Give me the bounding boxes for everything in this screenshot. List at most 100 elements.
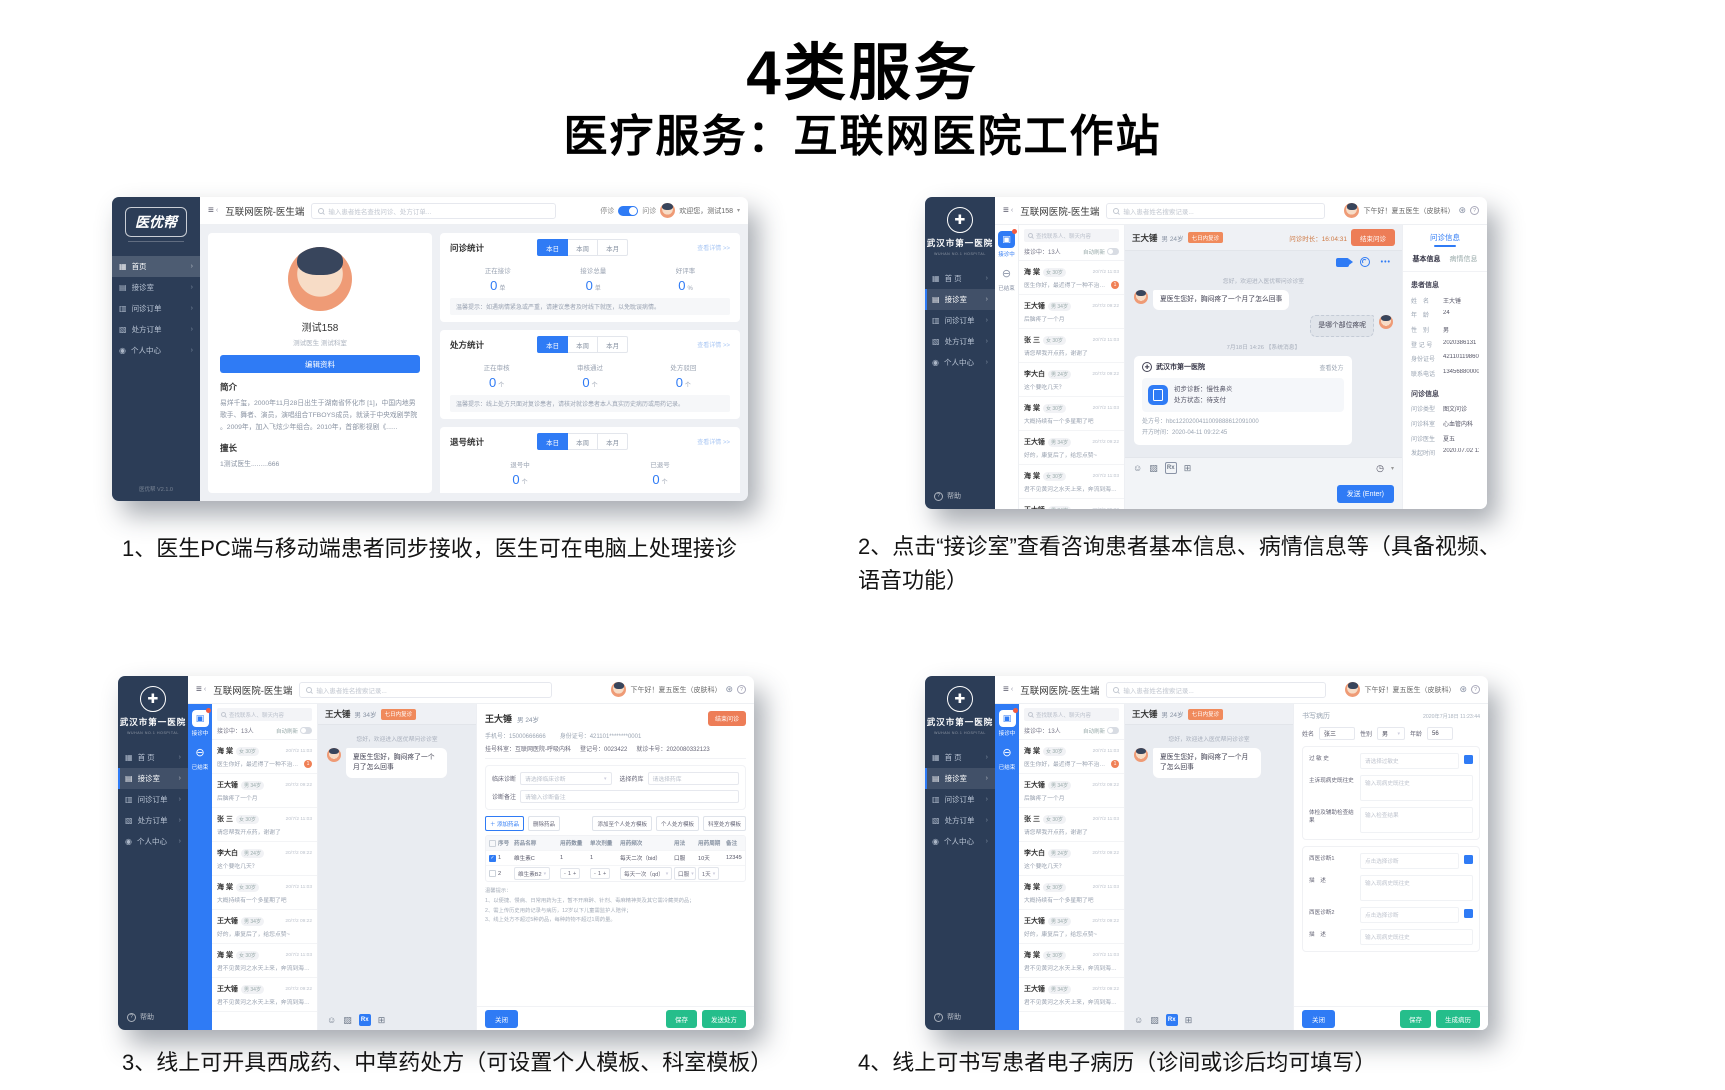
save-button[interactable]: 保存 (1400, 1009, 1431, 1028)
department-template-button[interactable]: 科室处方模板 (702, 816, 746, 831)
active-sessions-icon[interactable]: ▣ (191, 708, 211, 727)
save-button[interactable]: 保存 (666, 1009, 697, 1028)
period-tab[interactable]: 本日 (537, 239, 569, 256)
row-checkbox[interactable] (489, 870, 496, 877)
stepper-plus[interactable]: + (573, 870, 577, 877)
description1-textarea[interactable]: 输入现病史既往史 (1360, 875, 1473, 901)
auto-refresh-toggle[interactable] (1107, 727, 1119, 734)
help-icon[interactable]: ? (1471, 685, 1480, 694)
patient-list-item[interactable]: 李大白男 24岁 20/7/2 09:22 这个要吃几天？ (1019, 363, 1124, 397)
tab-condition-info[interactable]: 病情信息 (1449, 256, 1478, 263)
drug-select[interactable]: 1天 ▾ (698, 867, 720, 880)
search-input[interactable]: 输入患者姓名搜索记录... (1106, 681, 1326, 698)
drug-select[interactable]: 口服 ▾ (674, 867, 696, 880)
period-tab[interactable]: 本月 (598, 336, 629, 353)
patient-search-input[interactable]: 查找联系人、聊天内容 (1024, 229, 1119, 242)
personal-template-button[interactable]: 个人处方模板 (655, 816, 699, 831)
active-sessions-icon[interactable]: ▣ (998, 229, 1017, 248)
patient-list-item[interactable]: 张 三女 30岁 20/7/2 11:03 请您帮我开点药，谢谢了 (1019, 329, 1124, 363)
history-textarea[interactable]: 输入现病史既往史 (1360, 775, 1473, 801)
sidebar-menu-item[interactable]: ▥ 问诊订单 › (925, 310, 995, 331)
drug-select[interactable]: 每天一次（qd） ▾ (620, 867, 672, 880)
sidebar-menu-item[interactable]: ▧ 处方订单 › (925, 331, 995, 352)
patient-list-item[interactable]: 王大锤男 34岁 20/7/2 09:22 后脑疼了一个月 (1019, 295, 1124, 329)
period-tab[interactable]: 本周 (568, 433, 599, 450)
emoji-icon[interactable]: ☺ (1133, 463, 1143, 473)
diagnosis2-select[interactable]: 点击选择诊断 (1360, 907, 1459, 923)
menu-toggle-icon[interactable]: ≡ (208, 205, 214, 216)
diagnosis1-picker-button[interactable] (1464, 855, 1473, 864)
video-call-icon[interactable] (1335, 257, 1353, 267)
image-icon[interactable]: ▨ (343, 1014, 352, 1025)
tab-basic-info[interactable]: 基本信息 (1412, 256, 1441, 263)
sidebar-menu-item[interactable]: ▦ 首 页 › (118, 747, 188, 768)
info-panel-tab[interactable]: 问诊信息 (1403, 225, 1487, 247)
patient-list-item[interactable]: 李大白男 24岁 20/7/2 09:22 这个要吃几天？ (1019, 842, 1124, 876)
patient-list-item[interactable]: 海 棠女 30岁 20/7/2 11:03 医生你好，最近得了一种不治症... 1 (1019, 740, 1124, 774)
patient-list-item[interactable]: 海 棠女 30岁 20/7/2 11:03 大概持续有一个多星期了吧 (1019, 397, 1124, 431)
prescription-icon[interactable]: Rx (1165, 1014, 1178, 1026)
sidebar-menu-item[interactable]: ▤ 接诊室 › (925, 768, 995, 789)
welcome-text[interactable]: 欢迎您，测试158 (679, 207, 733, 215)
stepper-minus[interactable]: - (564, 870, 566, 877)
search-input[interactable]: 输入患者姓名查找问诊、处方订单... (311, 202, 557, 219)
drug-select[interactable]: 维生素B2 ▾ (514, 867, 551, 880)
finished-sessions-icon[interactable]: ⊖ (1002, 747, 1012, 759)
help-icon[interactable]: ? (737, 685, 746, 694)
patient-list-item[interactable]: 海 棠女 30岁 20/7/2 11:03 医生你好，最近得了一种不治症... 1 (212, 740, 317, 774)
image-icon[interactable]: ▨ (1150, 1014, 1159, 1025)
sidebar-menu-item[interactable]: ◉ 个人中心 › (112, 340, 200, 361)
patient-list-item[interactable]: 海 棠女 30岁 20/7/2 11:03 君不见黄河之水天上来，奔流到海不复回 (1019, 944, 1124, 978)
drug-store-select[interactable]: 请选择药库 (647, 772, 739, 785)
patient-list-item[interactable]: 海 棠女 30岁 20/7/2 11:03 医生你好，最近得了一种不治症... 1 (1019, 261, 1124, 295)
emoji-icon[interactable]: ☺ (1134, 1015, 1144, 1025)
close-button[interactable]: 关闭 (1302, 1009, 1335, 1028)
sidebar-help[interactable]: ? 帮助 (118, 1004, 188, 1030)
sidebar-menu-item[interactable]: ◉ 个人中心 › (925, 831, 995, 852)
menu-toggle-icon[interactable]: ≡ (1003, 205, 1009, 216)
patient-list-item[interactable]: 海 棠女 30岁 20/7/2 11:03 君不见黄河之水天上来，奔流到海不复回 (1019, 465, 1124, 499)
sidebar-menu-item[interactable]: ▧ 处方订单 › (112, 319, 200, 340)
help-icon[interactable]: ? (1470, 206, 1479, 215)
sidebar-menu-item[interactable]: ▤ 接诊室 › (112, 277, 200, 298)
sidebar-menu-item[interactable]: ▧ 处方订单 › (925, 810, 995, 831)
sidebar-menu-item[interactable]: ▧ 处方订单 › (118, 810, 188, 831)
voice-call-icon[interactable] (1359, 257, 1370, 267)
patient-list-item[interactable]: 王大锤男 34岁 20/7/2 09:22 好的，康复后了，给您点赞~ (212, 910, 317, 944)
add-drug-button[interactable]: ＋ 添加药品 (485, 816, 525, 831)
sidebar-help[interactable]: ? 帮助 (925, 483, 995, 509)
period-tab[interactable]: 本周 (568, 239, 599, 256)
select-all-checkbox[interactable] (489, 839, 496, 847)
send-prescription-button[interactable]: 发送处方 (702, 1009, 746, 1028)
search-input[interactable]: 输入患者姓名搜索记录... (299, 681, 553, 698)
sidebar-help[interactable]: ? 帮助 (925, 1004, 995, 1030)
row-checkbox[interactable]: ✓ (489, 854, 496, 862)
prescription-icon[interactable]: Rx (1164, 462, 1177, 474)
stepper-minus[interactable]: - (594, 870, 596, 877)
diagnosis-note-input[interactable]: 请输入诊断备注 (520, 790, 739, 803)
allergy-select[interactable]: 请选择过敏史 (1360, 753, 1459, 769)
finished-sessions-icon[interactable]: ⊖ (1001, 268, 1012, 280)
finished-sessions-icon[interactable]: ⊖ (195, 747, 205, 759)
description2-textarea[interactable]: 输入现病史既往史 (1360, 929, 1473, 945)
sidebar-menu-item[interactable]: ▤ 接诊室 › (925, 289, 995, 310)
active-sessions-icon[interactable]: ▣ (998, 708, 1018, 727)
quantity-stepper[interactable]: -1 + (590, 868, 611, 879)
patient-list-item[interactable]: 李大白男 24岁 20/7/2 09:22 这个要吃几天？ (212, 842, 317, 876)
avatar[interactable] (660, 203, 676, 218)
menu-toggle-icon[interactable]: ≡ (196, 684, 202, 695)
gear-icon[interactable]: ⊛ (1458, 205, 1466, 215)
send-button[interactable]: 发送 (Enter) (1336, 485, 1394, 503)
sidebar-menu-item[interactable]: ▥ 问诊订单 › (112, 298, 200, 319)
more-icon[interactable]: ••• (1380, 258, 1391, 266)
gear-icon[interactable]: ⊛ (1459, 684, 1467, 694)
sidebar-menu-item[interactable]: ▦ 首 页 › (925, 268, 995, 289)
gear-icon[interactable]: ⊛ (725, 684, 733, 694)
emoji-icon[interactable]: ☺ (327, 1015, 337, 1025)
sidebar-menu-item[interactable]: ▦ 首 页 › (925, 747, 995, 768)
avatar[interactable] (1344, 203, 1360, 218)
patient-list-item[interactable]: 海 棠女 30岁 20/7/2 11:03 大概持续有一个多星期了吧 (1019, 876, 1124, 910)
clinical-diagnosis-select[interactable]: 请选择临床诊断 ▾ (520, 772, 612, 785)
